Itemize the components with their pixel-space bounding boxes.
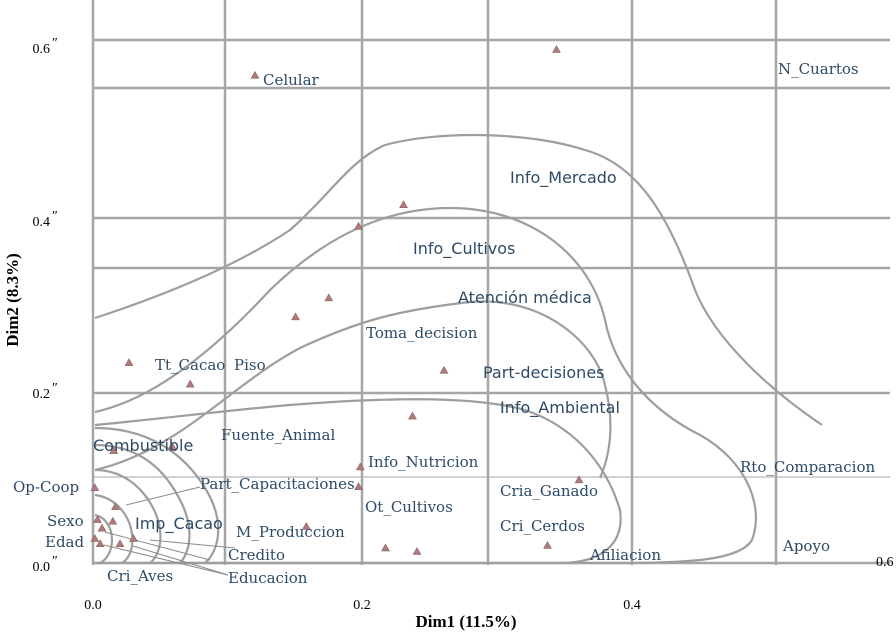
data-point-marker xyxy=(552,44,561,53)
point-label: Cri_Aves xyxy=(107,567,173,585)
density-contour xyxy=(94,468,162,564)
leader-line xyxy=(149,539,236,549)
data-point-marker xyxy=(93,515,102,523)
point-label: Educacion xyxy=(228,569,308,587)
point-label: Cria_Ganado xyxy=(500,482,598,500)
data-point-marker xyxy=(301,521,311,530)
data-point-marker xyxy=(90,534,100,542)
density-contour xyxy=(94,513,114,564)
leader-line xyxy=(125,486,201,506)
data-point-marker xyxy=(381,543,390,552)
data-point-marker xyxy=(108,516,118,525)
point-label: Info_Ambiental xyxy=(500,398,620,418)
x-tick-label: 0.6 xyxy=(876,555,894,570)
point-label: Part-decisiones xyxy=(483,363,605,382)
data-point-marker xyxy=(324,293,334,302)
leader-line xyxy=(132,545,229,576)
point-label: Afiliacion xyxy=(589,546,661,564)
data-point-marker xyxy=(90,483,100,491)
point-label: Credito xyxy=(228,546,285,564)
density-contour xyxy=(94,493,134,564)
data-point-marker xyxy=(439,365,449,374)
point-label: Fuente_Animal xyxy=(221,426,335,444)
data-point-marker xyxy=(412,546,422,555)
point-label: Celular xyxy=(263,71,320,89)
density-contour xyxy=(94,300,612,479)
leader-line xyxy=(103,544,229,576)
y-tick-mark: ″ xyxy=(52,209,58,224)
y-tick-mark: ″ xyxy=(52,554,58,569)
y-tick-label: 0.6 xyxy=(33,42,51,57)
data-point-marker xyxy=(354,482,363,491)
point-label: Combustible xyxy=(93,436,193,455)
y-tick-label: 0.2 xyxy=(33,387,51,402)
y-tick-label: 0.4 xyxy=(33,215,51,230)
point-label: Info_Cultivos xyxy=(413,239,515,259)
point-label: Tt_Cacao xyxy=(155,356,225,374)
density-contour xyxy=(94,133,823,426)
point-label: Cri_Cerdos xyxy=(500,517,585,535)
data-points xyxy=(90,44,584,555)
data-point-marker xyxy=(543,540,552,549)
x-axis-title: Dim1 (11.5%) xyxy=(415,612,516,631)
density-contour xyxy=(94,398,622,565)
y-axis-title: Dim2 (8.3%) xyxy=(3,253,22,346)
point-labels: N_Cuartos Celular Info_Mercado Info_Cultivo… xyxy=(13,60,875,587)
x-tick-label: 0.0 xyxy=(84,598,102,613)
density-contour xyxy=(94,206,757,565)
y-tick-mark: ″ xyxy=(52,36,58,51)
data-point-marker xyxy=(111,502,120,510)
density-contours xyxy=(94,133,823,565)
density-contour xyxy=(94,426,220,564)
data-point-marker xyxy=(95,539,105,547)
point-label: N_Cuartos xyxy=(778,60,859,78)
point-label: Edad xyxy=(45,533,84,551)
point-label: Imp_Cacao xyxy=(135,514,223,534)
point-label: Atención médica xyxy=(458,288,592,307)
data-point-marker xyxy=(115,539,125,547)
point-label: Ot_Cultivos xyxy=(365,498,453,516)
data-point-marker xyxy=(355,462,365,471)
data-point-marker xyxy=(399,200,408,208)
data-point-marker xyxy=(109,446,119,454)
data-point-marker xyxy=(167,441,177,450)
data-point-marker xyxy=(354,221,363,230)
point-label: Op-Coop xyxy=(13,478,79,496)
data-point-marker xyxy=(185,379,195,388)
leader-line xyxy=(104,531,211,561)
density-contour xyxy=(94,443,191,564)
y-tick-label: 0.0 xyxy=(33,560,51,575)
data-point-marker xyxy=(408,411,417,420)
point-label: M_Produccion xyxy=(236,523,345,541)
leader-lines xyxy=(103,486,236,576)
point-label: Piso xyxy=(234,356,266,374)
point-label: Info_Nutricion xyxy=(368,453,479,471)
data-point-marker xyxy=(97,523,107,532)
point-label: Toma_decision xyxy=(366,324,478,342)
axis-ticks: 0.0 0.2 0.40.60.00.20.40.6″″″″ xyxy=(33,36,894,613)
data-point-marker xyxy=(129,534,138,542)
point-label: Rto_Comparacion xyxy=(740,458,875,476)
point-label: Info_Mercado xyxy=(510,168,617,188)
point-label: Apoyo xyxy=(782,537,830,555)
data-point-marker xyxy=(574,475,584,484)
y-tick-mark: ″ xyxy=(52,381,58,396)
point-label: Sexo xyxy=(47,512,84,530)
data-point-marker xyxy=(250,70,260,79)
x-tick-label: 0.4 xyxy=(623,598,641,613)
data-point-marker xyxy=(291,312,300,321)
data-point-marker xyxy=(124,358,134,366)
x-tick-label: 0.2 xyxy=(353,598,371,613)
point-label: Part_Capacitaciones xyxy=(200,475,355,493)
